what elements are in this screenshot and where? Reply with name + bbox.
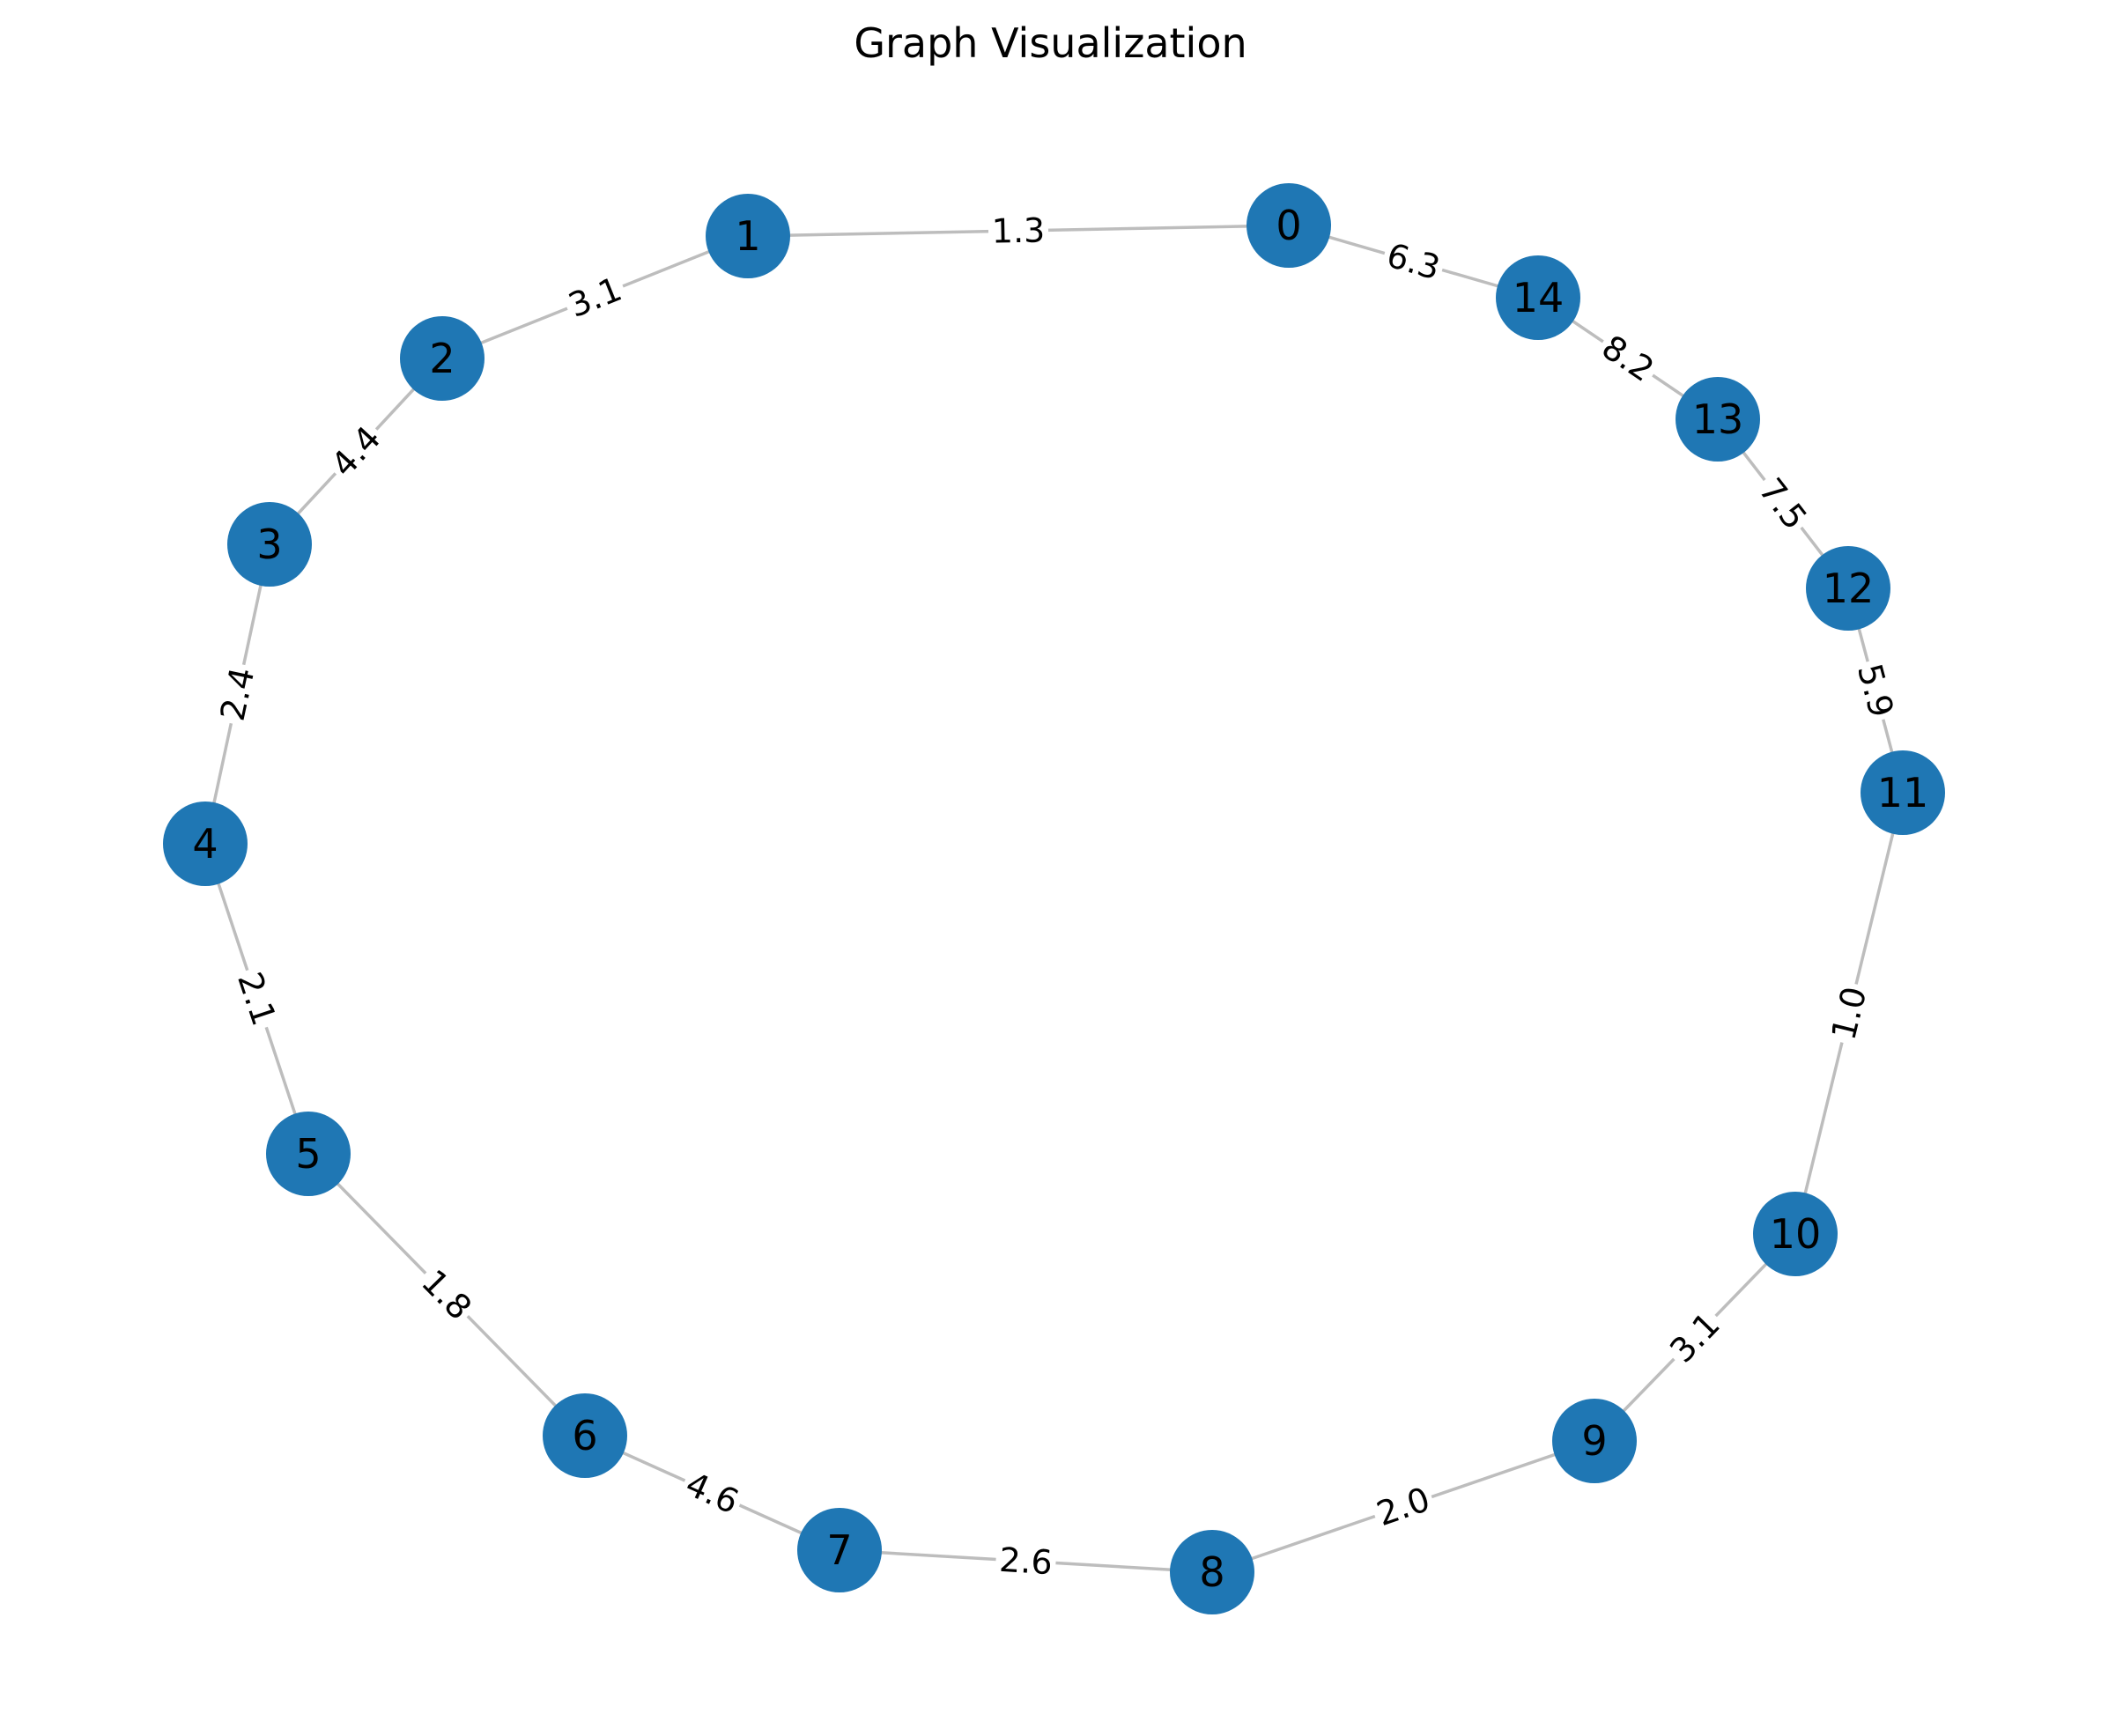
node-label: 3 xyxy=(256,521,282,568)
edge-label-background xyxy=(988,209,1049,253)
node-4: 4 xyxy=(163,802,248,886)
node-label: 0 xyxy=(1276,202,1301,249)
node-circle xyxy=(797,1508,882,1592)
node-circle xyxy=(1753,1192,1838,1276)
node-label: 5 xyxy=(295,1130,321,1178)
node-label: 12 xyxy=(1823,565,1875,612)
edge-label-group: 3.1 xyxy=(559,266,631,329)
node-circle xyxy=(1247,183,1331,268)
node-1: 1 xyxy=(706,194,790,278)
node-circle xyxy=(1552,1399,1637,1483)
edge-label-group: 2.0 xyxy=(1368,1476,1439,1537)
edge-weight-label: 8.2 xyxy=(1595,328,1661,389)
node-9: 9 xyxy=(1552,1399,1637,1483)
edge-label-background xyxy=(1748,467,1818,541)
node-6: 6 xyxy=(543,1393,627,1478)
node-8: 8 xyxy=(1170,1530,1254,1614)
edge-labels-layer: 1.33.14.42.42.11.84.62.62.03.11.05.97.58… xyxy=(210,209,1904,1585)
edge-label-group: 1.3 xyxy=(988,209,1049,253)
node-3: 3 xyxy=(227,502,312,587)
node-0: 0 xyxy=(1247,183,1331,268)
edge-label-background xyxy=(1379,233,1448,291)
node-circle xyxy=(266,1112,351,1196)
node-circle xyxy=(706,194,790,278)
edge-label-background xyxy=(1591,324,1665,393)
figure-title: Graph Visualization xyxy=(854,19,1247,67)
node-circle xyxy=(1806,546,1890,631)
edge-label-background xyxy=(1659,1301,1731,1374)
node-2: 2 xyxy=(400,316,485,401)
node-label: 11 xyxy=(1877,769,1929,816)
edge-label-background xyxy=(1368,1476,1439,1537)
node-circle xyxy=(1676,377,1760,462)
node-label: 8 xyxy=(1199,1548,1224,1596)
node-circle xyxy=(543,1393,627,1478)
node-label: 10 xyxy=(1770,1210,1822,1258)
edge-label-group: 6.3 xyxy=(1379,233,1448,291)
node-circle xyxy=(400,316,485,401)
edge-label-background xyxy=(676,1461,749,1525)
node-label: 13 xyxy=(1692,395,1744,443)
node-label: 1 xyxy=(735,212,760,260)
node-label: 6 xyxy=(572,1412,597,1459)
node-13: 13 xyxy=(1676,377,1760,462)
node-5: 5 xyxy=(266,1112,351,1196)
node-label: 9 xyxy=(1581,1417,1607,1465)
edge-label-background xyxy=(320,415,392,488)
edge-weight-label: 7.5 xyxy=(1751,471,1815,537)
edge-weight-label: 1.0 xyxy=(1824,983,1874,1044)
node-circle xyxy=(1861,750,1945,835)
edge-label-group: 2.4 xyxy=(210,660,265,728)
edge-label-background xyxy=(1847,655,1904,726)
edge-label-group: 2.6 xyxy=(995,1538,1057,1585)
edges-layer xyxy=(203,224,1905,1574)
edge-label-group: 2.1 xyxy=(227,964,286,1034)
node-label: 14 xyxy=(1513,274,1565,321)
edge-weight-label: 6.3 xyxy=(1382,235,1444,287)
edge-label-group: 5.9 xyxy=(1847,655,1904,726)
node-label: 7 xyxy=(826,1526,852,1574)
node-label: 4 xyxy=(192,820,218,868)
edge-label-group: 8.2 xyxy=(1591,324,1665,393)
node-label: 2 xyxy=(429,335,455,382)
node-7: 7 xyxy=(797,1508,882,1592)
edge-label-group: 4.6 xyxy=(676,1461,749,1525)
edge-weight-label: 2.6 xyxy=(998,1540,1054,1582)
edge-label-background xyxy=(227,964,286,1034)
edge-label-background xyxy=(411,1258,483,1332)
edge-label-group: 1.0 xyxy=(1821,979,1877,1048)
node-circle xyxy=(1496,255,1580,340)
edge-label-background xyxy=(1821,979,1877,1048)
node-circle xyxy=(1170,1530,1254,1614)
edge-label-background xyxy=(995,1538,1057,1585)
edge-weight-label: 2.4 xyxy=(213,664,263,724)
edge-weight-label: 5.9 xyxy=(1850,660,1901,721)
node-14: 14 xyxy=(1496,255,1580,340)
node-circle xyxy=(163,802,248,886)
node-circle xyxy=(227,502,312,587)
edge-label-group: 7.5 xyxy=(1748,467,1818,541)
edge-label-background xyxy=(559,266,631,329)
node-10: 10 xyxy=(1753,1192,1838,1276)
node-12: 12 xyxy=(1806,546,1890,631)
edge-label-background xyxy=(210,660,265,728)
edge-weight-label: 1.3 xyxy=(991,211,1045,250)
node-11: 11 xyxy=(1861,750,1945,835)
